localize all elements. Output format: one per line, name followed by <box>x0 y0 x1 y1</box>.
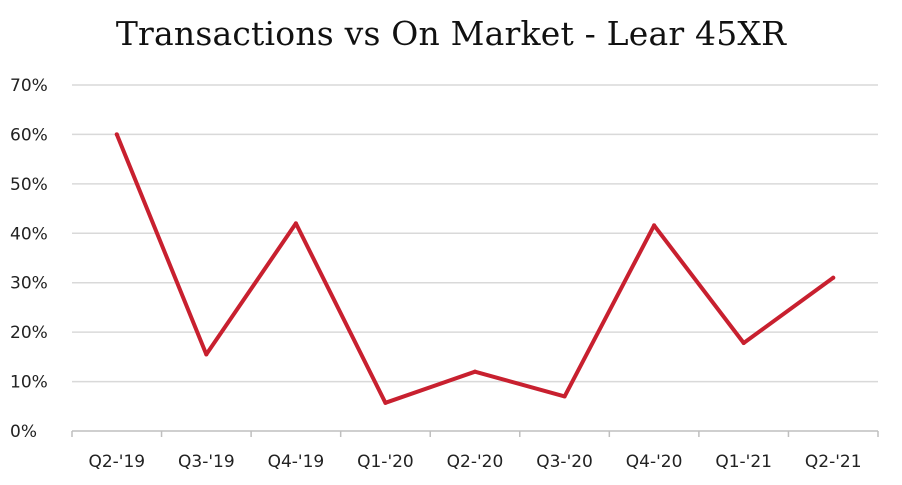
x-tick-label: Q3-'19 <box>178 452 235 472</box>
series-points <box>114 132 836 405</box>
series-line <box>114 132 836 405</box>
chart-title: Transactions vs On Market - Lear 45XR <box>115 14 787 53</box>
y-tick-label: 70% <box>10 76 48 96</box>
y-tick-label: 10% <box>10 373 48 393</box>
data-point <box>293 221 298 226</box>
data-point <box>652 223 657 228</box>
x-tick-label: Q2-'20 <box>447 452 504 472</box>
data-point <box>741 341 746 346</box>
y-tick-label: 50% <box>10 175 48 195</box>
data-point <box>473 369 477 374</box>
x-tick-label: Q1-'21 <box>715 452 772 472</box>
x-axis-ticks <box>71 431 879 437</box>
y-tick-label: 60% <box>10 125 48 145</box>
data-point <box>383 400 388 405</box>
x-axis-labels: Q2-'19 Q3-'19 Q4-'19 Q1-'20 Q2-'20 Q3-'20 Q4-'… <box>88 452 861 472</box>
data-point <box>831 275 836 280</box>
y-axis-labels: 0% 10% 20% 30% 40% 50% 60% 70% <box>10 76 48 442</box>
data-point <box>562 394 567 399</box>
x-tick-label: Q3-'20 <box>536 452 593 472</box>
y-tick-label: 0% <box>10 422 37 442</box>
data-point <box>204 352 209 357</box>
x-tick-label: Q4-'19 <box>268 452 325 472</box>
y-tick-label: 20% <box>10 323 48 343</box>
x-tick-label: Q4-'20 <box>626 452 683 472</box>
y-tick-label: 40% <box>10 224 48 244</box>
y-tick-label: 30% <box>10 274 48 294</box>
x-tick-label: Q2-'19 <box>88 452 145 472</box>
data-point <box>114 132 119 137</box>
x-tick-label: Q1-'20 <box>357 452 414 472</box>
x-tick-label: Q2-'21 <box>805 452 862 472</box>
gridlines <box>72 84 878 383</box>
